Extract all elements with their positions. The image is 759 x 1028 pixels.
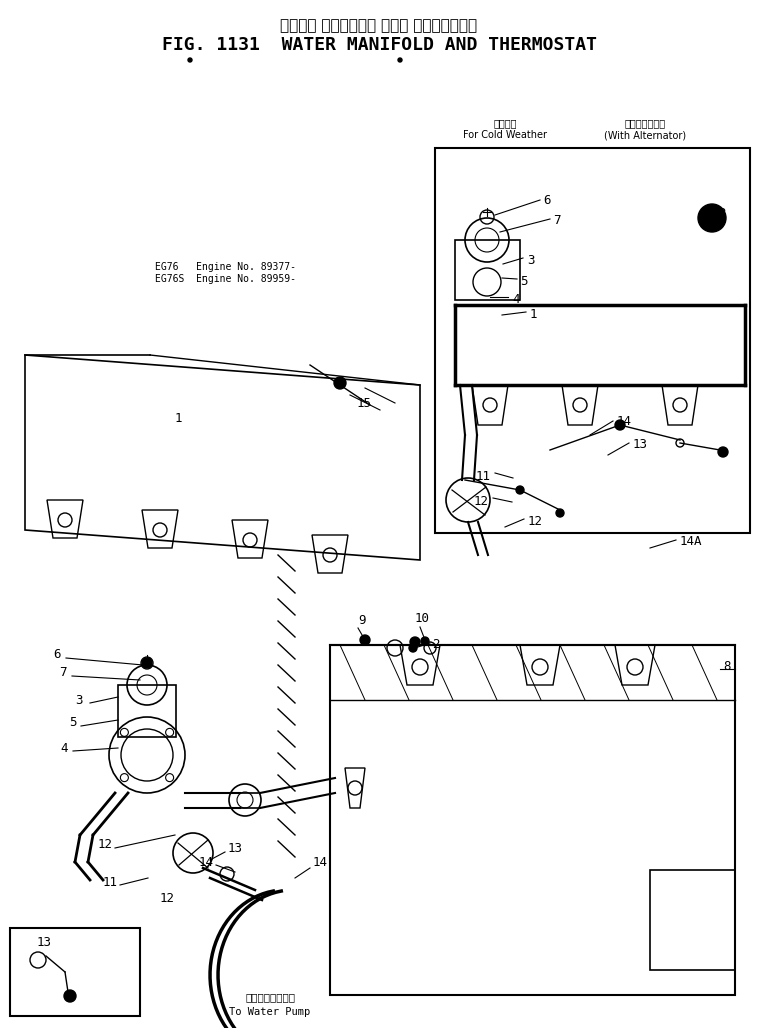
Text: 7: 7	[553, 214, 560, 227]
Text: FIG. 1131  WATER MANIFOLD AND THERMOSTAT: FIG. 1131 WATER MANIFOLD AND THERMOSTAT	[162, 36, 597, 54]
Text: 4: 4	[60, 741, 68, 755]
Text: 9: 9	[358, 614, 366, 626]
Text: 15: 15	[357, 397, 372, 410]
Text: 2: 2	[718, 207, 726, 220]
Text: 5: 5	[520, 276, 528, 288]
Text: 8: 8	[723, 660, 730, 672]
Text: 14A: 14A	[680, 535, 703, 548]
Text: To Water Pump: To Water Pump	[229, 1007, 310, 1017]
Text: 寒冷仕様
For Cold Weather: 寒冷仕様 For Cold Weather	[463, 118, 547, 140]
Text: 6: 6	[543, 194, 550, 207]
Text: ウォータ マニホールド および サーモスタット: ウォータ マニホールド および サーモスタット	[280, 19, 477, 33]
Text: 12: 12	[474, 495, 489, 508]
Circle shape	[410, 637, 420, 647]
Text: 13: 13	[633, 438, 648, 451]
Text: 12: 12	[528, 515, 543, 528]
Circle shape	[64, 990, 76, 1002]
Text: 11: 11	[476, 470, 491, 483]
Bar	[330, 645, 735, 995]
Circle shape	[421, 637, 429, 645]
Text: 12: 12	[98, 839, 113, 851]
Text: 1: 1	[175, 412, 182, 425]
Text: 4: 4	[512, 293, 519, 306]
Circle shape	[718, 447, 728, 457]
Circle shape	[360, 635, 370, 645]
Text: 14: 14	[199, 855, 214, 869]
Text: オルタネータ付
(With Alternator): オルタネータ付 (With Alternator)	[604, 118, 686, 140]
Bar	[650, 870, 735, 970]
Bar	[435, 148, 750, 533]
Text: 3: 3	[527, 254, 534, 267]
Text: 3: 3	[75, 694, 83, 706]
Text: 14: 14	[313, 856, 328, 870]
Text: 5: 5	[69, 717, 77, 730]
Circle shape	[615, 420, 625, 430]
Text: 2: 2	[432, 638, 439, 651]
Text: 6: 6	[53, 649, 61, 661]
Circle shape	[398, 58, 402, 62]
Circle shape	[334, 377, 346, 389]
Text: 12: 12	[160, 891, 175, 905]
Text: 10: 10	[415, 612, 430, 624]
Text: 7: 7	[59, 666, 67, 680]
Circle shape	[361, 636, 369, 644]
Text: 14: 14	[617, 415, 632, 428]
Text: 13: 13	[228, 842, 243, 854]
Text: EG76   Engine No. 89377-: EG76 Engine No. 89377-	[155, 262, 296, 272]
Circle shape	[142, 658, 152, 668]
Circle shape	[556, 509, 564, 517]
Text: EG76S  Engine No. 89959-: EG76S Engine No. 89959-	[155, 274, 296, 284]
Text: 13: 13	[37, 937, 52, 949]
Text: 11: 11	[103, 876, 118, 888]
Circle shape	[516, 486, 524, 494]
Circle shape	[409, 644, 417, 652]
Bar	[118, 685, 176, 737]
Bar	[455, 240, 520, 300]
Text: ウォータポンプへ: ウォータポンプへ	[245, 992, 295, 1002]
Circle shape	[698, 204, 726, 232]
Text: 1: 1	[530, 308, 537, 321]
Bar	[10, 928, 140, 1016]
Circle shape	[188, 58, 192, 62]
